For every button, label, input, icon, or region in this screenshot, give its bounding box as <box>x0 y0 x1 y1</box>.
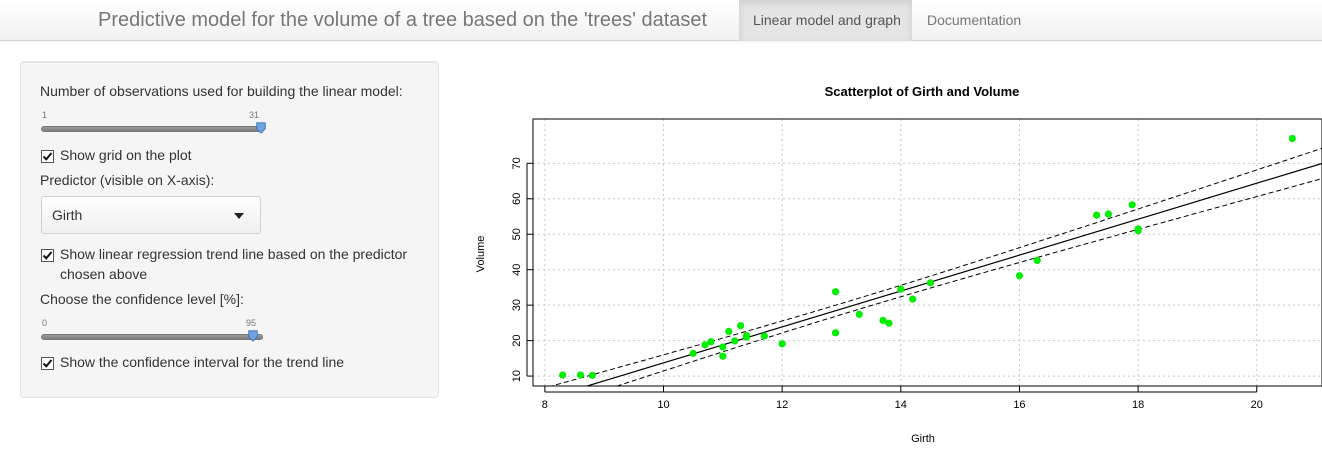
app-title: Predictive model for the volume of a tre… <box>98 9 708 31</box>
y-tick-label: 10 <box>511 370 523 382</box>
checkmark-icon <box>42 152 53 161</box>
data-point <box>737 322 745 330</box>
show-trend-checkbox[interactable] <box>41 249 54 262</box>
show-trend-label-line1: Show linear regression trend line based … <box>60 246 408 262</box>
chevron-down-icon <box>234 213 244 219</box>
predictor-label: Predictor (visible on X-axis): <box>40 172 215 188</box>
obs-slider-max: 31 <box>249 110 260 120</box>
axis-layer: 8 10 12 14 16 18 20 10 20 30 40 50 60 70 <box>511 157 1263 411</box>
show-trend-label-line2: chosen above <box>60 266 148 282</box>
x-tick-label: 12 <box>776 399 788 411</box>
confidence-lower-line <box>615 178 1322 386</box>
data-point <box>1128 201 1136 209</box>
data-point <box>559 371 567 379</box>
y-tick-label: 30 <box>511 299 523 311</box>
x-tick-label: 10 <box>657 399 669 411</box>
conf-slider-max: 95 <box>246 318 257 328</box>
y-tick-label: 60 <box>511 193 523 205</box>
data-point <box>725 327 733 335</box>
data-point <box>576 371 585 379</box>
data-point <box>760 332 768 340</box>
data-point <box>742 332 751 340</box>
tab-linear-model[interactable]: Linear model and graph <box>739 0 912 41</box>
data-point <box>1104 210 1113 218</box>
show-grid-label: Show grid on the plot <box>60 147 192 163</box>
data-point <box>879 316 887 325</box>
data-point <box>701 341 709 349</box>
scatterplot: Scatterplot of Girth and Volume 8 10 12 14 1… <box>470 70 1322 451</box>
chart-title: Scatterplot of Girth and Volume <box>825 84 1020 99</box>
grid-layer <box>533 119 1322 386</box>
confidence-band-layer <box>549 147 1322 386</box>
x-tick-label: 14 <box>895 399 907 411</box>
data-point <box>1015 272 1024 280</box>
data-point <box>1134 227 1142 235</box>
data-point <box>926 279 935 287</box>
x-tick-label: 16 <box>1013 399 1025 411</box>
navbar: Predictive model for the volume of a tre… <box>0 0 1322 41</box>
predictor-select[interactable]: Girth <box>41 196 261 234</box>
x-tick-label: 8 <box>542 399 548 411</box>
show-grid-checkbox[interactable] <box>41 150 54 163</box>
data-point <box>1033 256 1041 265</box>
plot-frame <box>532 118 1322 387</box>
x-tick-label: 20 <box>1251 399 1263 411</box>
data-point <box>897 285 905 293</box>
y-tick-label: 20 <box>511 334 523 346</box>
data-point <box>885 319 893 327</box>
points-layer <box>559 134 1296 379</box>
data-point <box>588 371 596 379</box>
y-tick-label: 70 <box>511 157 523 169</box>
data-point <box>1288 134 1296 143</box>
conf-slider-min: 0 <box>42 318 48 328</box>
y-axis-label: Volume <box>475 236 487 273</box>
data-point <box>719 352 727 360</box>
x-axis-label: Girth <box>911 433 935 445</box>
data-point <box>707 338 715 346</box>
checkmark-icon <box>42 359 53 368</box>
y-tick-label: 50 <box>511 228 523 240</box>
scatterplot-svg: Scatterplot of Girth and Volume 8 10 12 14 1… <box>475 84 1322 445</box>
conf-slider-track[interactable] <box>41 334 263 340</box>
data-point <box>719 343 727 351</box>
obs-slider-min: 1 <box>42 110 48 120</box>
tab-documentation[interactable]: Documentation <box>927 12 1022 28</box>
checkmark-icon <box>42 251 53 260</box>
conf-slider-label: Choose the confidence level [%]: <box>40 291 244 307</box>
data-point <box>831 329 840 337</box>
data-point <box>831 288 840 296</box>
data-point <box>731 337 739 345</box>
show-ci-label: Show the confidence interval for the tre… <box>60 354 345 370</box>
data-point <box>1092 211 1101 219</box>
x-tick-label: 18 <box>1132 399 1144 411</box>
obs-slider-label: Number of observations used for building… <box>40 83 403 99</box>
confidence-upper-line <box>549 147 1322 386</box>
data-point <box>778 340 786 348</box>
data-point <box>909 295 917 303</box>
y-tick-label: 40 <box>511 264 523 276</box>
obs-slider-handle[interactable] <box>255 122 267 134</box>
sidebar-panel: Number of observations used for building… <box>20 61 439 398</box>
conf-slider-handle[interactable] <box>247 330 259 342</box>
data-point <box>689 349 697 357</box>
data-point <box>855 310 863 318</box>
show-ci-checkbox[interactable] <box>41 357 54 370</box>
predictor-selected-value: Girth <box>52 207 83 223</box>
obs-slider-track[interactable] <box>41 126 263 132</box>
